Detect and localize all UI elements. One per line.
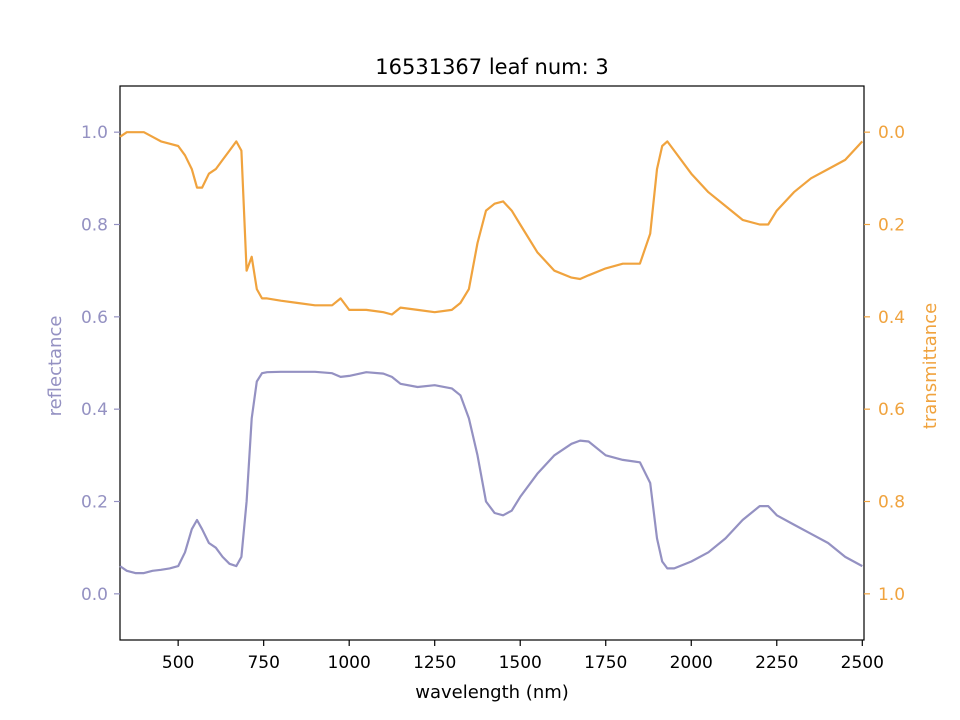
y-tick-label-right: 0.4 bbox=[878, 308, 905, 328]
x-tick-label: 2250 bbox=[755, 653, 798, 673]
y-tick-label-left: 0.8 bbox=[81, 216, 108, 236]
y-axis-left: 0.0 0.2 0.4 0.6 0.8 1.0 bbox=[81, 123, 120, 605]
x-tick-label: 1250 bbox=[413, 653, 456, 673]
y-tick-label-right: 0.8 bbox=[878, 493, 905, 513]
y-tick-label-left: 1.0 bbox=[81, 123, 108, 143]
series-line-left bbox=[119, 370, 863, 575]
x-tick-label: 750 bbox=[247, 653, 279, 673]
x-tick-label: 1750 bbox=[584, 653, 627, 673]
y-tick-label-right: 1.0 bbox=[878, 585, 905, 605]
x-tick-label: 1500 bbox=[499, 653, 542, 673]
y-axis-label-left: reflectance bbox=[45, 316, 66, 417]
y-tick-label-left: 0.6 bbox=[81, 308, 108, 328]
y-tick-label-right: 0.6 bbox=[878, 400, 905, 420]
series-line-right bbox=[119, 131, 864, 316]
y-axis-label-right: transmittance bbox=[920, 303, 941, 429]
x-axis: 500 750 1000 1250 1500 1750 2000 2250 2500 bbox=[162, 640, 884, 673]
y-tick-label-left: 0.0 bbox=[81, 585, 108, 605]
x-tick-label: 1000 bbox=[328, 653, 371, 673]
y-axis-right: 0.0 0.2 0.4 0.6 0.8 1.0 bbox=[864, 123, 905, 605]
x-tick-label: 500 bbox=[162, 653, 194, 673]
y-tick-label-left: 0.2 bbox=[81, 493, 108, 513]
y-tick-label-right: 0.2 bbox=[878, 216, 905, 236]
plot-frame bbox=[119, 85, 865, 641]
chart-title: 16531367 leaf num: 3 bbox=[375, 55, 608, 79]
x-tick-label: 2000 bbox=[670, 653, 713, 673]
x-tick-label: 2500 bbox=[841, 653, 884, 673]
y-tick-label-right: 0.0 bbox=[878, 123, 905, 143]
series-layer bbox=[119, 131, 864, 575]
x-axis-label: wavelength (nm) bbox=[415, 682, 569, 703]
y-tick-label-left: 0.4 bbox=[81, 400, 108, 420]
